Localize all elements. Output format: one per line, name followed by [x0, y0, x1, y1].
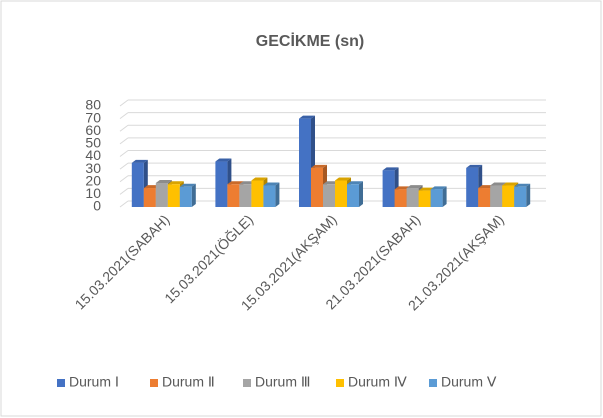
- bar: [143, 188, 156, 207]
- legend-swatch: [336, 379, 344, 387]
- y-tick-label: 20: [85, 172, 101, 188]
- y-tick-label: 10: [85, 185, 101, 201]
- chart-title: GECİKME (sn): [256, 32, 364, 50]
- bar: [406, 188, 419, 207]
- y-tick-label: 0: [93, 198, 101, 214]
- y-tick-label: 30: [85, 160, 101, 176]
- grid-line-side: [119, 112, 129, 120]
- grid-line-side: [119, 187, 129, 195]
- bar: [490, 185, 503, 207]
- bar-top: [466, 164, 483, 168]
- legend-label: Durum Ⅰ: [69, 374, 119, 390]
- bar-top: [490, 182, 507, 186]
- bar: [311, 167, 323, 207]
- grid-line-side: [119, 124, 129, 132]
- y-tick-label: 80: [85, 97, 101, 113]
- bar: [502, 185, 515, 207]
- bar-top: [215, 158, 232, 162]
- bar: [514, 186, 527, 207]
- legend-label: Durum Ⅴ: [441, 374, 497, 390]
- bar-top: [299, 115, 315, 119]
- bar-top: [179, 183, 196, 187]
- bar: [155, 183, 168, 207]
- bar: [394, 189, 407, 207]
- bar: [251, 180, 264, 207]
- bar: [335, 180, 347, 207]
- bar-top: [382, 167, 399, 171]
- grid-line-side: [119, 137, 129, 145]
- bar-side: [191, 183, 196, 207]
- bar: [466, 167, 479, 207]
- legend-label: Durum Ⅳ: [348, 374, 407, 390]
- y-tick-label: 70: [85, 109, 101, 125]
- bar-top: [251, 177, 268, 181]
- bar: [215, 161, 228, 207]
- y-tick-label: 60: [85, 122, 101, 138]
- legend-swatch: [243, 379, 251, 387]
- legend-swatch: [57, 379, 65, 387]
- bar-top: [514, 183, 531, 187]
- bar: [239, 184, 252, 207]
- bar: [179, 186, 192, 207]
- bar-side: [275, 182, 280, 207]
- y-tick-label: 50: [85, 135, 101, 151]
- bar-top: [406, 185, 423, 189]
- grid-line-side: [119, 175, 129, 183]
- legend-swatch: [429, 379, 437, 387]
- bar: [167, 184, 180, 207]
- bar-top: [155, 180, 172, 184]
- bar-side: [526, 183, 531, 207]
- bar-top: [502, 182, 519, 186]
- bar: [478, 188, 491, 207]
- grid-line-side: [119, 162, 129, 170]
- bar-top: [311, 164, 327, 168]
- bar: [430, 189, 443, 207]
- bar-top: [131, 159, 148, 163]
- bar-side: [359, 181, 363, 207]
- bar: [227, 184, 240, 207]
- bar-top: [430, 186, 447, 190]
- bar-top: [263, 182, 280, 186]
- bar-top: [167, 181, 184, 185]
- bar: [131, 162, 144, 207]
- bar-side: [442, 186, 447, 207]
- legend-label: Durum Ⅲ: [255, 374, 311, 390]
- bar: [382, 170, 395, 207]
- legend-label: Durum Ⅱ: [162, 374, 215, 390]
- bar: [299, 118, 311, 207]
- y-tick-label: 40: [85, 147, 101, 163]
- bar-top: [347, 181, 363, 185]
- bar: [323, 184, 335, 207]
- bar-top: [227, 181, 244, 185]
- grid-line-side: [119, 99, 129, 107]
- bar: [347, 184, 359, 207]
- legend-swatch: [150, 379, 158, 387]
- grid-line-side: [119, 150, 129, 157]
- bar: [263, 185, 276, 207]
- bar-top: [335, 177, 351, 181]
- grid-line-side: [119, 200, 129, 208]
- bar: [418, 190, 431, 207]
